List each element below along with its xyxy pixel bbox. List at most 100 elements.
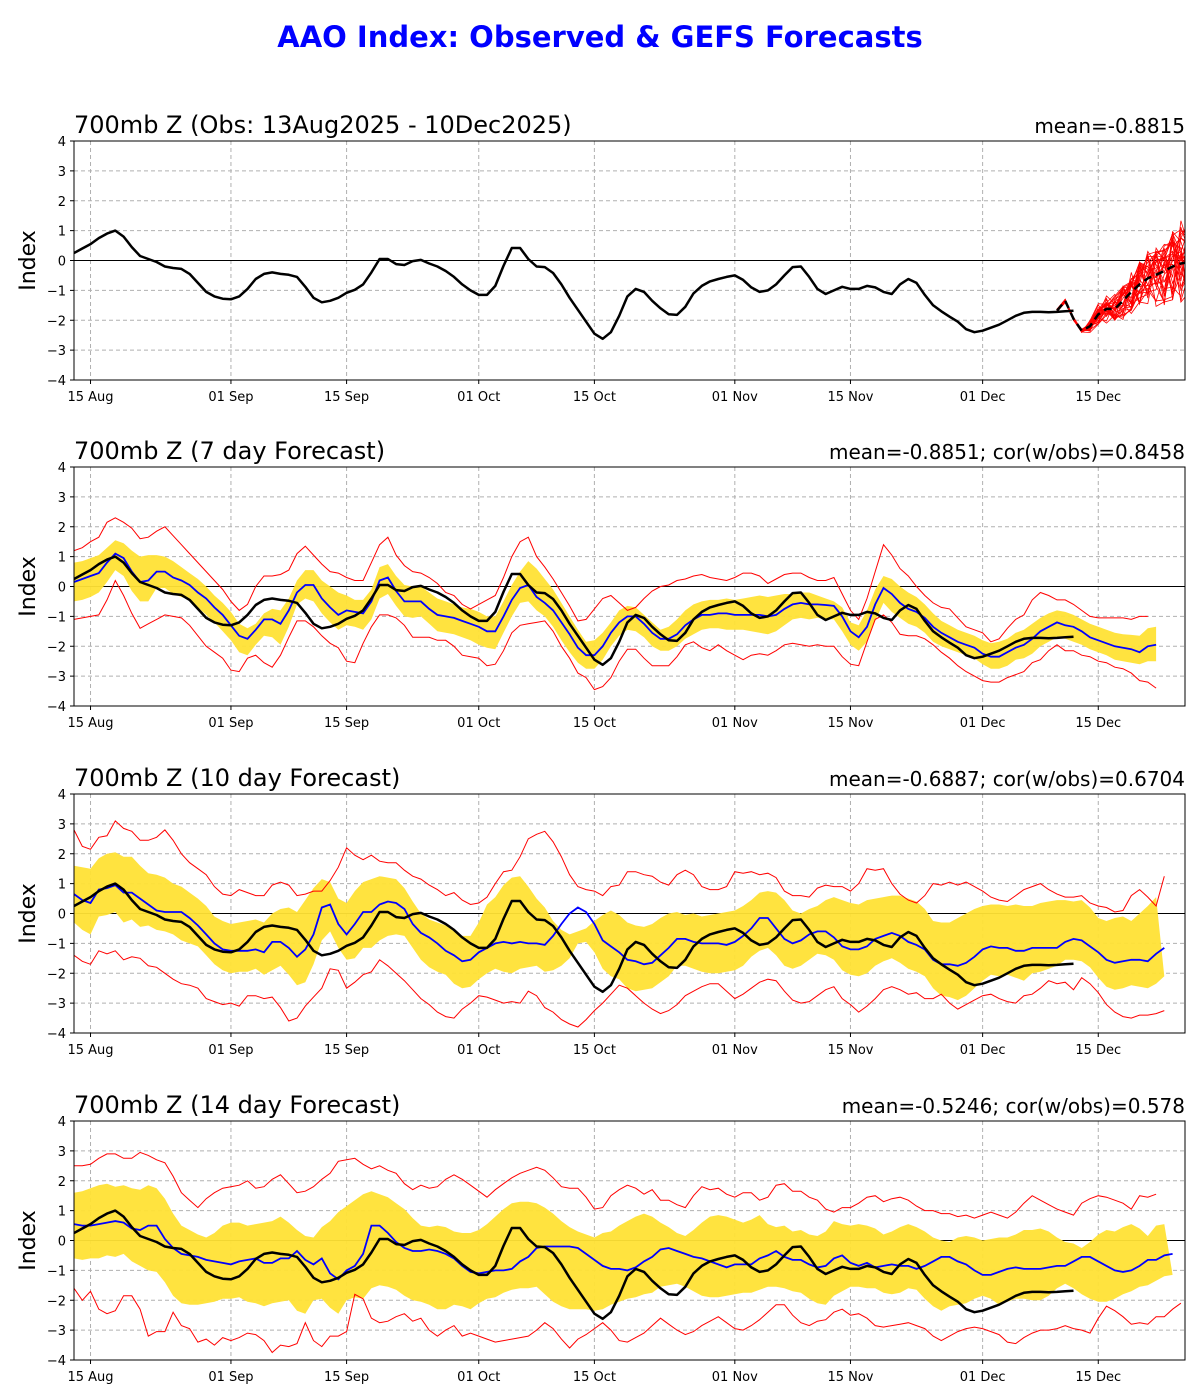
x-tick-label: 01 Sep (208, 1043, 253, 1058)
y-tick-label: 4 (58, 461, 66, 476)
y-tick-label: −4 (47, 1027, 66, 1042)
x-tick-label: 15 Dec (1075, 390, 1121, 405)
x-tick-label: 15 Aug (67, 716, 113, 731)
y-axis-label: Index (16, 556, 41, 617)
spread-band (74, 852, 1165, 1001)
plot-area (74, 220, 1185, 341)
observed-line (74, 229, 1074, 341)
x-tick-label: 15 Dec (1075, 1370, 1121, 1385)
ensemble-member-line (1056, 237, 1185, 331)
x-tick-label: 15 Sep (324, 1043, 369, 1058)
plot-area (74, 517, 1157, 691)
y-axis-label: Index (16, 1210, 41, 1271)
y-tick-label: −2 (47, 314, 66, 329)
x-tick-label: 01 Oct (457, 1043, 500, 1058)
x-tick-label: 15 Aug (67, 1043, 113, 1058)
y-tick-label: 1 (58, 1205, 66, 1220)
x-tick-label: 15 Nov (827, 716, 873, 731)
ensemble-mean-line (74, 884, 1165, 967)
x-tick-label: 15 Oct (573, 1043, 616, 1058)
y-tick-label: 2 (58, 1175, 66, 1190)
x-tick-label: 15 Oct (573, 390, 616, 405)
observed-line (74, 1209, 1074, 1321)
y-tick-label: 0 (58, 908, 66, 923)
plot-area (74, 820, 1165, 1028)
y-tick-label: −3 (47, 344, 66, 359)
x-tick-label: 01 Dec (960, 1370, 1006, 1385)
x-tick-label: 15 Nov (827, 1370, 873, 1385)
ensemble-min-line (74, 1288, 1182, 1354)
x-tick-label: 15 Oct (573, 1370, 616, 1385)
x-tick-label: 01 Nov (712, 1043, 758, 1058)
y-tick-label: 2 (58, 848, 66, 863)
x-tick-label: 15 Dec (1075, 1043, 1121, 1058)
y-tick-label: −4 (47, 700, 66, 715)
x-tick-label: 01 Nov (712, 390, 758, 405)
y-tick-label: 0 (58, 1235, 66, 1250)
y-tick-label: −4 (47, 1354, 66, 1369)
y-tick-label: 1 (58, 225, 66, 240)
panel-2: 4 3 2 1 0 −1 −2 −3 −415 Aug 01 Sep 15 Sep 01 Oct 15 … (16, 437, 1186, 731)
y-tick-label: −1 (47, 1264, 66, 1279)
x-tick-label: 01 Sep (208, 716, 253, 731)
spread-band (74, 540, 1157, 669)
y-axis-label: Index (16, 230, 41, 291)
x-tick-label: 01 Oct (457, 716, 500, 731)
x-tick-label: 01 Dec (960, 1043, 1006, 1058)
x-tick-label: 15 Dec (1075, 716, 1121, 731)
ensemble-max-line (74, 820, 1165, 913)
spread-band (74, 1183, 1173, 1314)
x-tick-label: 15 Sep (324, 716, 369, 731)
ensemble-min-line (74, 950, 1165, 1028)
y-tick-label: −3 (47, 1324, 66, 1339)
y-tick-label: 2 (58, 521, 66, 536)
observed-line (74, 555, 1074, 667)
y-tick-label: −1 (47, 284, 66, 299)
x-tick-label: 01 Sep (208, 1370, 253, 1385)
panel-stats: mean=-0.5246; cor(w/obs)=0.578 (842, 1094, 1185, 1118)
panel-1: 4 3 2 1 0 −1 −2 −3 −415 Aug 01 Sep 15 Sep 01 Oct 15 … (16, 111, 1186, 405)
panel-stats: mean=-0.8815 (1034, 114, 1185, 138)
y-axis-label: Index (16, 883, 41, 944)
x-tick-label: 01 Oct (457, 390, 500, 405)
ensemble-max-line (74, 1151, 1157, 1219)
plot-area (74, 1151, 1182, 1354)
y-tick-label: −3 (47, 670, 66, 685)
y-tick-label: 0 (58, 581, 66, 596)
panel-title: 700mb Z (14 day Forecast) (74, 1091, 400, 1119)
x-tick-label: 15 Nov (827, 390, 873, 405)
y-tick-label: 4 (58, 135, 66, 150)
y-tick-label: 1 (58, 878, 66, 893)
panel-stats: mean=-0.8851; cor(w/obs)=0.8458 (829, 440, 1185, 464)
x-tick-label: 01 Oct (457, 1370, 500, 1385)
panel-title: 700mb Z (Obs: 13Aug2025 - 10Dec2025) (74, 111, 572, 139)
x-tick-label: 15 Sep (324, 1370, 369, 1385)
y-tick-label: 3 (58, 491, 66, 506)
ensemble-min-line (74, 579, 1157, 691)
y-tick-label: 3 (58, 1145, 66, 1160)
y-tick-label: −4 (47, 374, 66, 389)
panel-stats: mean=-0.6887; cor(w/obs)=0.6704 (829, 767, 1185, 791)
x-tick-label: 01 Dec (960, 716, 1006, 731)
x-tick-label: 01 Dec (960, 390, 1006, 405)
panel-title: 700mb Z (10 day Forecast) (74, 764, 400, 792)
panel-4: 4 3 2 1 0 −1 −2 −3 −415 Aug 01 Sep 15 Sep 01 Oct 15 … (16, 1091, 1186, 1385)
y-tick-label: 3 (58, 818, 66, 833)
y-tick-label: 1 (58, 551, 66, 566)
x-tick-label: 15 Sep (324, 390, 369, 405)
y-tick-label: 3 (58, 165, 66, 180)
y-tick-label: −2 (47, 640, 66, 655)
y-tick-label: −1 (47, 610, 66, 625)
x-tick-label: 15 Oct (573, 716, 616, 731)
y-tick-label: −3 (47, 997, 66, 1012)
panel-title: 700mb Z (7 day Forecast) (74, 437, 385, 465)
y-tick-label: −2 (47, 967, 66, 982)
ensemble-mean-line (74, 552, 1157, 658)
x-tick-label: 01 Nov (712, 1370, 758, 1385)
y-tick-label: 4 (58, 1115, 66, 1130)
y-tick-label: −2 (47, 1294, 66, 1309)
y-tick-label: 0 (58, 255, 66, 270)
y-tick-label: −1 (47, 937, 66, 952)
ensemble-max-line (74, 517, 1148, 643)
